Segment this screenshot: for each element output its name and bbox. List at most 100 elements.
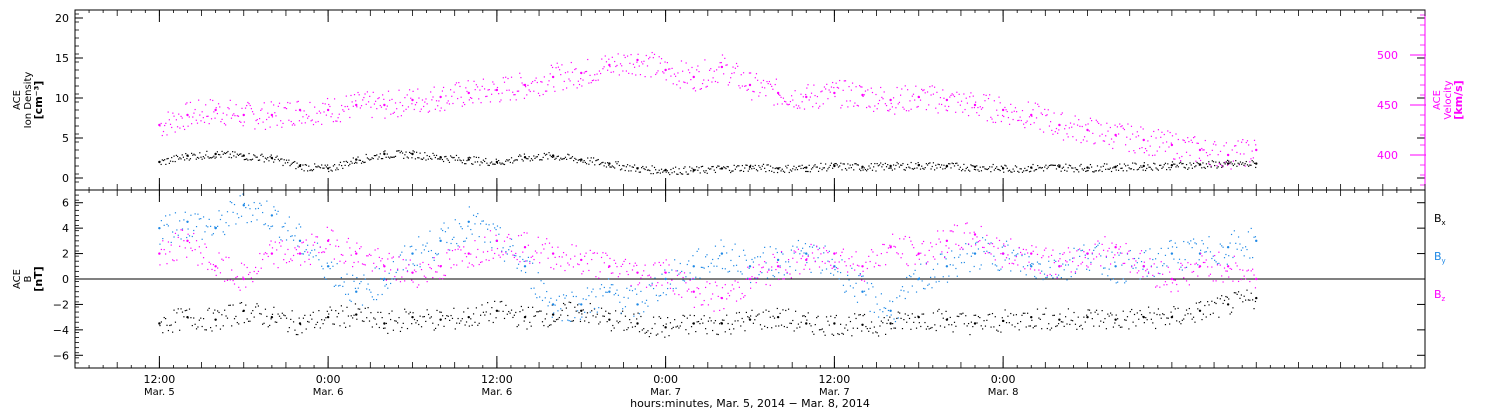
bx-series-sample <box>761 328 763 330</box>
velocity-series-sample <box>493 83 495 85</box>
velocity-series-sample <box>473 80 475 82</box>
density-series-sample <box>1115 169 1117 171</box>
density-series-sample <box>502 163 504 165</box>
density-series-sample <box>720 168 722 170</box>
density-series-sample <box>1216 167 1218 169</box>
velocity-series-sample <box>431 99 433 101</box>
bz-series-sample <box>827 251 829 254</box>
bx-series-sample <box>849 320 852 323</box>
bz-series-sample <box>380 260 382 262</box>
by-series-sample <box>560 308 562 310</box>
density-series-sample <box>451 156 453 158</box>
bz-series-sample <box>502 254 504 256</box>
by-series-sample <box>638 313 641 315</box>
density-series-sample <box>952 163 954 165</box>
density-series-sample <box>936 167 938 169</box>
bz-series-sample <box>1176 283 1178 286</box>
bz-series-sample <box>1236 265 1238 267</box>
by-series-sample <box>1012 249 1015 251</box>
by-series-sample <box>599 288 601 290</box>
by-series-sample <box>1226 263 1228 265</box>
density-series-sample <box>881 166 883 168</box>
velocity-series-sample <box>329 105 331 108</box>
density-series-sample <box>1110 170 1113 173</box>
bx-series-sample <box>917 315 919 317</box>
bz-series-point <box>1255 277 1258 281</box>
bz-series-sample <box>834 261 836 263</box>
velocity-series-sample <box>986 120 988 122</box>
velocity-series-sample <box>991 118 993 120</box>
bx-series-sample <box>654 323 656 325</box>
density-series-sample <box>863 167 865 169</box>
bz-series-sample <box>404 280 406 282</box>
velocity-series-sample <box>324 103 326 105</box>
bx-series-sample <box>969 333 971 336</box>
by-series-sample <box>1043 273 1046 275</box>
bz-series-sample <box>641 274 643 276</box>
by-series-sample <box>532 262 534 264</box>
by-series-sample <box>1010 270 1012 272</box>
velocity-series-sample <box>1089 117 1092 119</box>
velocity-series-sample <box>1001 114 1004 117</box>
bz-series-sample <box>1041 257 1043 259</box>
bx-series-sample <box>370 312 372 314</box>
density-series-sample <box>978 170 980 172</box>
by-series-sample <box>993 255 995 257</box>
bz-series-sample <box>539 262 541 264</box>
bz-series-sample <box>1008 262 1010 265</box>
by-series-point <box>692 265 695 268</box>
bz-series-sample <box>458 246 461 248</box>
velocity-series-sample <box>1175 133 1177 135</box>
bz-series-sample <box>222 259 224 261</box>
by-series-point <box>748 265 752 268</box>
bz-series-sample <box>1216 264 1219 266</box>
velocity-series-sample <box>226 114 228 116</box>
by-series-sample <box>1021 254 1023 257</box>
density-series-point <box>495 160 499 164</box>
bx-series-sample <box>1198 301 1200 304</box>
bz-series-sample <box>738 286 740 288</box>
velocity-series-sample <box>1178 157 1181 159</box>
bz-series-point <box>636 271 639 274</box>
bx-series-sample <box>214 309 216 311</box>
by-series-sample <box>719 255 721 257</box>
bz-series-sample <box>634 262 636 264</box>
velocity-axis-rtick-label: 400 <box>1377 149 1398 162</box>
velocity-series-sample <box>254 128 256 130</box>
density-series-sample <box>786 167 788 169</box>
bx-series-sample <box>588 321 590 324</box>
bx-series-sample <box>343 322 345 324</box>
bz-series-sample <box>218 252 220 254</box>
bz-series-point <box>580 258 583 262</box>
density-series-sample <box>724 167 726 169</box>
density-series-sample <box>800 167 802 170</box>
velocity-series-sample <box>502 77 504 79</box>
velocity-series-sample <box>405 108 407 110</box>
bx-series-sample <box>1059 313 1061 315</box>
velocity-series-sample <box>1241 141 1243 143</box>
bx-series-sample <box>1142 315 1144 318</box>
bx-series-sample <box>233 318 236 320</box>
bx-series-sample <box>1090 312 1092 314</box>
bz-series-sample <box>574 255 576 257</box>
bz-series-sample <box>706 281 708 283</box>
velocity-series-sample <box>566 87 568 89</box>
velocity-series-sample <box>539 94 541 97</box>
velocity-series-sample <box>441 90 443 92</box>
velocity-series-sample <box>589 74 591 76</box>
bx-series-sample <box>883 317 885 319</box>
bz-series-sample <box>283 259 285 261</box>
velocity-series-sample <box>187 125 189 127</box>
by-series-sample <box>658 295 660 297</box>
by-series-sample <box>660 294 662 297</box>
bx-series-sample <box>613 327 615 329</box>
velocity-series-sample <box>841 104 843 107</box>
bx-series-sample <box>322 323 324 325</box>
bz-series-sample <box>1066 261 1068 263</box>
velocity-series-sample <box>208 123 210 125</box>
bz-series-sample <box>875 262 877 264</box>
bx-series-sample <box>201 325 203 328</box>
density-series-sample <box>554 158 556 160</box>
by-series-sample <box>1000 268 1002 270</box>
bz-series-sample <box>179 245 181 247</box>
